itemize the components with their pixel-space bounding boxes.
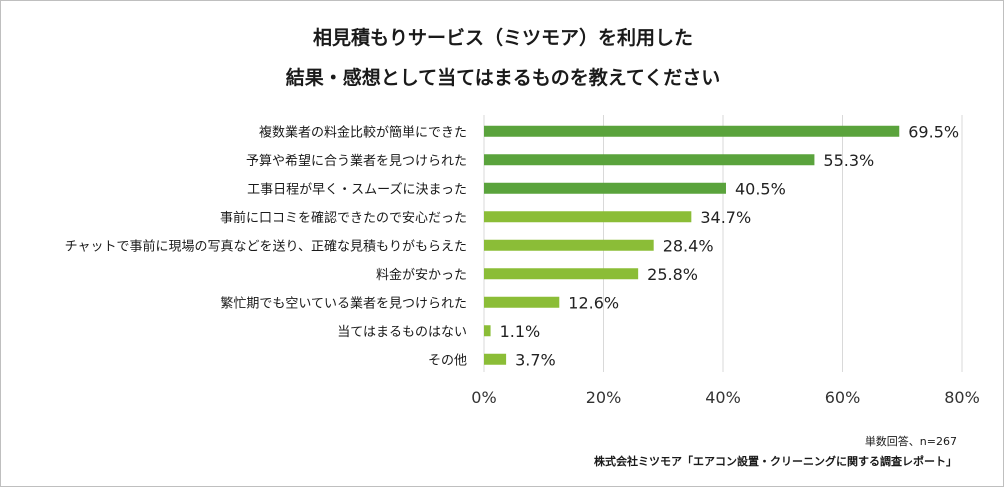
value-label-6: 25.8%: [647, 265, 698, 284]
category-label-4: 事前に口コミを確認できたので安心だった: [220, 210, 467, 226]
chart-title-line-2: 結果・感想として当てはまるものを教えてください: [285, 67, 721, 89]
category-label-1: 複数業者の料金比較が簡単にできた: [259, 124, 467, 140]
category-label-6: 料金が安かった: [376, 267, 467, 283]
bar-5: [484, 239, 654, 251]
value-label-4: 34.7%: [700, 208, 751, 227]
bars: [484, 125, 900, 365]
x-tick-label-80: 80%: [944, 388, 980, 407]
category-label-5: チャットで事前に現場の写真などを送り、正確な見積もりがもらえた: [65, 238, 467, 254]
x-tick-label-60: 60%: [825, 388, 861, 407]
bar-6: [484, 268, 639, 280]
bar-1: [484, 125, 900, 137]
x-axis-ticks: 0% 20% 40% 60% 80%: [471, 388, 979, 407]
value-label-8: 1.1%: [500, 322, 541, 341]
bar-3: [484, 182, 726, 194]
bar-7: [484, 296, 560, 308]
bar-4: [484, 211, 692, 223]
category-labels: 複数業者の料金比較が簡単にできた予算や希望に合う業者を見つけられた工事日程が早く…: [65, 124, 467, 368]
category-label-2: 予算や希望に合う業者を見つけられた: [246, 153, 467, 169]
value-label-1: 69.5%: [908, 122, 959, 141]
bar-8: [484, 325, 491, 337]
x-tick-label-20: 20%: [586, 388, 622, 407]
x-tick-label-40: 40%: [705, 388, 741, 407]
x-tick-label-0: 0%: [471, 388, 496, 407]
source-note: 株式会社ミツモア「エアコン設置・クリーニングに関する調査レポート」: [594, 455, 957, 468]
category-label-8: 当てはまるものはない: [337, 325, 467, 340]
value-label-3: 40.5%: [735, 179, 786, 198]
value-label-5: 28.4%: [663, 236, 714, 255]
value-label-7: 12.6%: [568, 293, 619, 312]
value-label-9: 3.7%: [515, 350, 556, 369]
value-label-2: 55.3%: [823, 151, 874, 170]
category-label-9: その他: [428, 353, 467, 368]
bar-9: [484, 353, 507, 365]
chart-title-line-1: 相見積もりサービス（ミツモア）を利用した: [312, 27, 693, 49]
value-labels: 69.5% 55.3% 40.5% 34.7% 28.4% 25.8% 12.6% 1.1% 3…: [500, 122, 960, 369]
category-label-7: 繁忙期でも空いている業者を見つけられた: [220, 295, 467, 311]
category-label-3: 工事日程が早く・スムーズに決まった: [247, 181, 467, 197]
bar-2: [484, 154, 815, 166]
sample-note: 単数回答、n=267: [864, 435, 957, 448]
